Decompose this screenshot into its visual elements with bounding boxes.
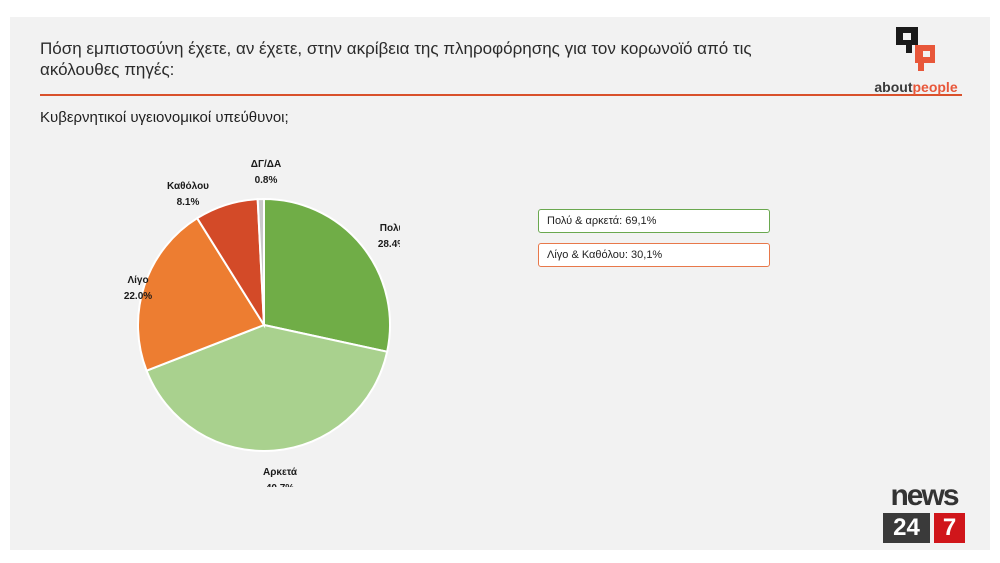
slice-label-1: Αρκετά 40.7% [263, 467, 298, 487]
brand-prefix: about [874, 79, 913, 95]
slice-value-2: 22.0% [124, 291, 152, 302]
source-subtitle: Κυβερνητικοί υγειονομικοί υπεύθυνοι; [40, 109, 289, 126]
negative-summary-box: Λίγο & Καθόλου: 30,1% [538, 243, 770, 267]
slice-value-3: 8.1% [177, 197, 200, 208]
pie-slice-0 [263, 197, 391, 353]
slice-category-4: ΔΓ/ΔΑ [251, 159, 281, 170]
news-7-block: 7 [934, 513, 965, 543]
news-24-block: 24 [883, 513, 930, 543]
slice-label-0: Πολύ 28.4% [378, 223, 400, 250]
question-title: Πόση εμπιστοσύνη έχετε, αν έχετε, στην α… [40, 39, 752, 79]
pie-chart: Πολύ 28.4% Αρκετά 40.7% Λίγο 22.0% Καθόλου 8.1%… [124, 159, 400, 487]
slice-category-3: Καθόλου [167, 181, 209, 192]
pie-slice-1 [145, 323, 389, 452]
aboutpeople-mark-icon [896, 27, 935, 71]
slice-category-1: Αρκετά [263, 467, 298, 478]
pie-slice-2 [137, 216, 266, 372]
slice-value-1: 40.7% [266, 483, 294, 487]
slide: Πόση εμπιστοσύνη έχετε, αν έχετε, στην α… [10, 17, 990, 550]
slice-label-4: ΔΓ/ΔΑ 0.8% [251, 159, 281, 186]
slice-label-3: Καθόλου 8.1% [167, 181, 209, 208]
slice-label-2: Λίγο 22.0% [124, 275, 152, 302]
news-word: news [890, 479, 959, 512]
news247-logo: news 24 7 [883, 479, 965, 545]
title-divider [40, 94, 962, 96]
slice-category-0: Πολύ [380, 223, 400, 234]
brand-suffix: people [912, 79, 958, 95]
brand-wordmark: aboutpeople [868, 79, 964, 95]
aboutpeople-logo: aboutpeople [868, 23, 964, 95]
pie-slice-4 [256, 197, 265, 326]
positive-summary-box: Πολύ & αρκετά: 69,1% [538, 209, 770, 233]
slice-value-4: 0.8% [255, 175, 278, 186]
slice-category-2: Λίγο [127, 275, 148, 286]
slice-value-0: 28.4% [378, 239, 400, 250]
